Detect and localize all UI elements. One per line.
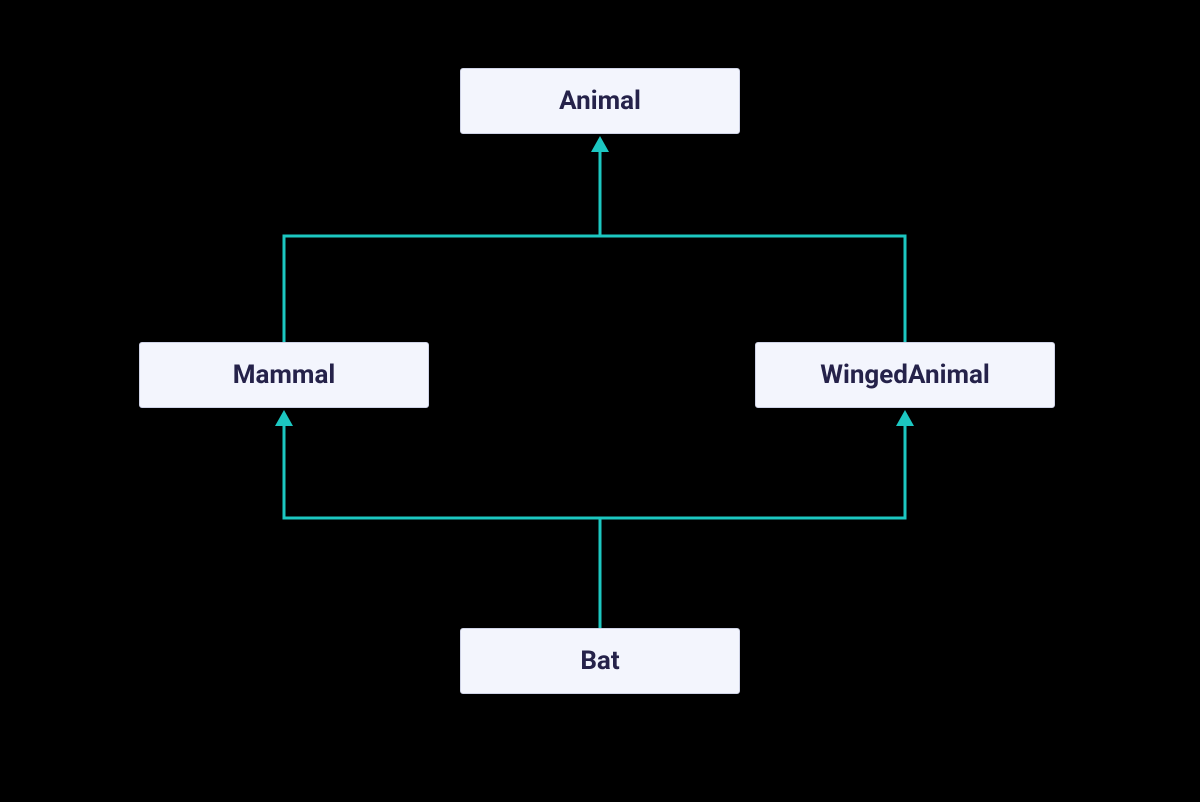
node-bat: Bat xyxy=(460,628,740,694)
node-label: Mammal xyxy=(233,360,336,390)
node-label: Bat xyxy=(580,646,619,676)
edge-winged-to-animal xyxy=(600,152,905,342)
node-mammal: Mammal xyxy=(139,342,429,408)
arrowhead-icon xyxy=(275,410,293,426)
inheritance-diagram: Animal Mammal WingedAnimal Bat xyxy=(0,0,1200,802)
edge-bat-to-mammal xyxy=(284,426,600,628)
node-label: Animal xyxy=(559,86,641,116)
edge-bat-to-winged xyxy=(600,426,905,628)
arrowhead-icon xyxy=(896,410,914,426)
node-label: WingedAnimal xyxy=(820,360,990,390)
edge-mammal-to-animal xyxy=(284,152,600,342)
node-winged: WingedAnimal xyxy=(755,342,1055,408)
node-animal: Animal xyxy=(460,68,740,134)
arrowhead-icon xyxy=(591,136,609,152)
